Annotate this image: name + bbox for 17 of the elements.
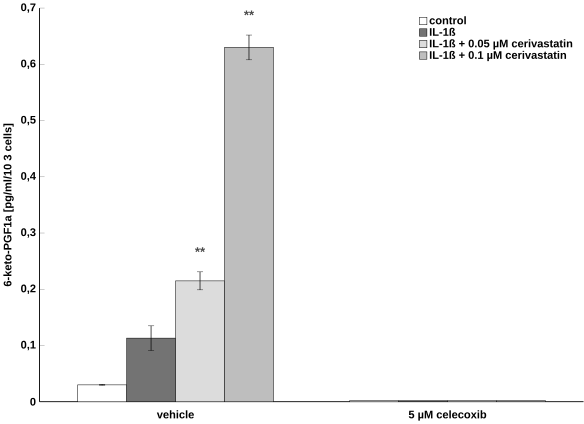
legend-label: IL-1ß + 0.05 µM cerivastatin <box>430 39 572 50</box>
y-tick-label: 0,7 <box>21 3 36 13</box>
legend-label: IL-1ß + 0.1 µM cerivastatin <box>430 50 566 62</box>
y-tick-label: 0,6 <box>21 60 36 70</box>
legend-label: IL-1ß <box>430 28 456 36</box>
x-tick-label: 5 µM celecoxib <box>408 410 486 421</box>
y-tick-label: 0,4 <box>21 172 36 182</box>
y-tick-label: 0,2 <box>21 284 36 294</box>
y-tick-label: 0,1 <box>21 340 36 350</box>
legend-label: control <box>430 16 466 24</box>
y-tick-label: 0,3 <box>21 228 36 238</box>
y-tick-label: 0 <box>30 398 36 406</box>
y-axis-title: 6-keto-PGF1a [pg/ml/10 3 cells] <box>3 124 14 286</box>
x-tick-label: vehicle <box>156 410 194 418</box>
y-tick-label: 0,5 <box>21 116 36 126</box>
annotation: ** <box>244 10 254 16</box>
annotation: ** <box>194 247 206 252</box>
